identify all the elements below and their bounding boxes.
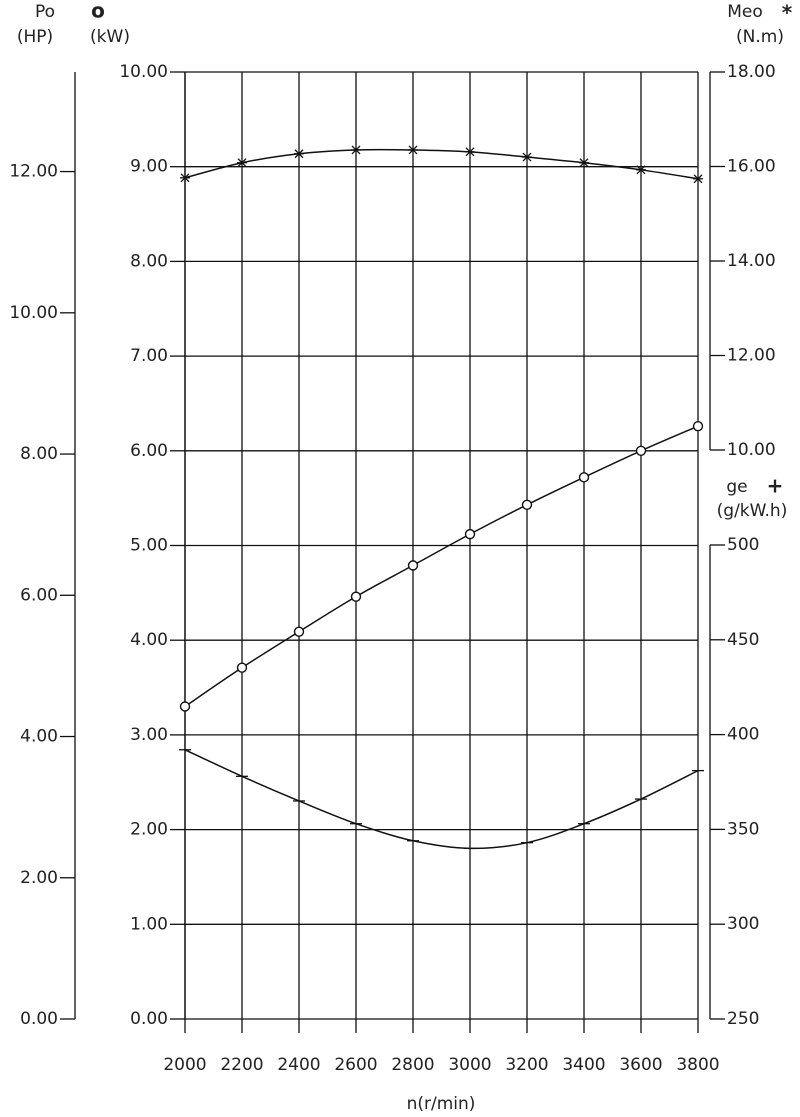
data-point xyxy=(465,147,475,157)
ge-axis-symbol: + xyxy=(767,474,784,498)
marker-circle xyxy=(236,662,248,673)
series-line xyxy=(184,425,699,708)
y-tick-label: 250 xyxy=(727,1009,759,1029)
y-tick-label: 2.00 xyxy=(130,820,168,840)
y-tick-label: 5.00 xyxy=(130,536,168,556)
y-tick-label: 12.00 xyxy=(9,162,58,182)
x-tick-label: 2600 xyxy=(334,1055,377,1075)
y-tick-label: 14.00 xyxy=(727,251,776,271)
data-point xyxy=(693,174,703,184)
meo-axis-name: Meo xyxy=(727,2,763,22)
y-tick-label: 0.00 xyxy=(20,1009,58,1029)
data-point xyxy=(692,420,704,432)
kw-axis-unit: (kW) xyxy=(90,27,130,47)
y-tick-label: 450 xyxy=(727,630,759,650)
x-tick-label: 2000 xyxy=(163,1055,206,1075)
x-tick-label: 3000 xyxy=(448,1055,491,1075)
marker-circle xyxy=(692,420,704,432)
data-point xyxy=(522,152,532,162)
hp-axis-name: Po xyxy=(35,2,55,22)
y-tick-label: 4.00 xyxy=(20,727,58,747)
data-point xyxy=(236,662,248,673)
series-line xyxy=(184,148,699,180)
x-tick-label: 3200 xyxy=(505,1055,548,1075)
y-tick-label: 350 xyxy=(727,819,759,839)
marker-circle xyxy=(350,591,362,602)
data-point xyxy=(180,173,190,183)
hp-axis-unit: (HP) xyxy=(17,27,53,47)
x-tick-label: 3400 xyxy=(562,1055,605,1075)
ge-axis-name: ge xyxy=(726,477,747,497)
data-point xyxy=(578,472,590,483)
data-point xyxy=(350,591,362,602)
meo-axis-symbol: * xyxy=(782,1,793,25)
y-tick-label: 7.00 xyxy=(130,346,168,366)
y-tick-label: 12.00 xyxy=(727,346,776,366)
y-tick-label: 18.00 xyxy=(727,62,776,82)
y-tick-label: 9.00 xyxy=(130,157,168,177)
y-tick-label: 6.00 xyxy=(20,585,58,605)
data-point xyxy=(294,149,304,159)
x-axis-title: n(r/min) xyxy=(407,1094,476,1114)
x-tick-label: 3800 xyxy=(676,1055,719,1075)
data-point xyxy=(408,145,418,155)
data-point xyxy=(636,165,646,175)
data-point xyxy=(293,626,305,637)
y-tick-label: 6.00 xyxy=(130,441,168,461)
marker-circle xyxy=(521,499,533,510)
marker-circle xyxy=(293,626,305,637)
data-point xyxy=(464,528,476,540)
data-point xyxy=(179,701,191,712)
series-line xyxy=(184,749,699,850)
data-point xyxy=(237,158,247,168)
data-point xyxy=(521,499,533,510)
x-tick-label: 3600 xyxy=(619,1055,662,1075)
y-tick-label: 3.00 xyxy=(130,725,168,745)
marker-circle xyxy=(179,701,191,712)
marker-circle xyxy=(464,528,476,540)
y-tick-label: 8.00 xyxy=(20,444,58,464)
y-tick-label: 10.00 xyxy=(727,440,776,460)
marker-circle xyxy=(635,445,647,456)
y-tick-label: 8.00 xyxy=(130,251,168,271)
ge-axis-unit: (g/kW.h) xyxy=(717,501,788,521)
data-point xyxy=(635,445,647,456)
y-tick-label: 1.00 xyxy=(130,914,168,934)
y-tick-label: 10.00 xyxy=(9,303,58,323)
marker-circle xyxy=(407,560,419,571)
y-tick-label: 400 xyxy=(727,725,759,745)
x-tick-label: 2200 xyxy=(220,1055,263,1075)
data-point xyxy=(579,158,589,168)
y-tick-label: 500 xyxy=(727,535,759,555)
meo-axis-unit: (N.m) xyxy=(736,27,784,47)
y-tick-label: 16.00 xyxy=(727,157,776,177)
kw-axis-symbol: o xyxy=(91,0,105,23)
y-tick-label: 2.00 xyxy=(20,868,58,888)
x-tick-label: 2400 xyxy=(277,1055,320,1075)
y-tick-label: 10.00 xyxy=(119,62,168,82)
y-tick-label: 300 xyxy=(727,914,759,934)
y-tick-label: 4.00 xyxy=(130,630,168,650)
x-tick-label: 2800 xyxy=(391,1055,434,1075)
marker-circle xyxy=(578,472,590,483)
data-point xyxy=(351,145,361,155)
data-point xyxy=(407,560,419,571)
y-tick-label: 0.00 xyxy=(130,1009,168,1029)
